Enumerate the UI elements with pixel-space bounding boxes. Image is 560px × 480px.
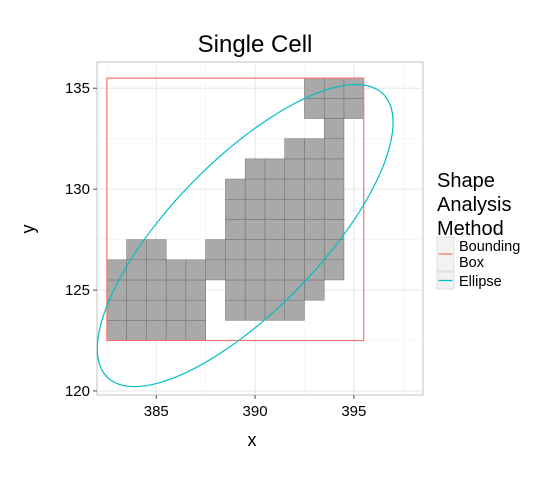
cell-pixel [126,239,147,261]
legend-title-line: Analysis [437,194,511,216]
cell-pixel [106,299,127,321]
cell-pixel [146,279,167,301]
shape-outlines [96,77,394,388]
cell-pixel [106,320,127,341]
cell-pixel [244,239,266,261]
cell-pixel [244,259,266,281]
y-tick-label: 120 [65,383,90,400]
x-tick-label: 395 [341,403,366,420]
cell-pixel [126,299,147,321]
cell-pixel [284,219,305,240]
cell-pixel [244,299,266,321]
cell-pixel [185,320,206,341]
cell-pixel [284,299,305,321]
cell-pixel [304,98,325,119]
cell-pixel [343,77,364,99]
cell-pixel [323,198,345,220]
x-tick-label: 385 [144,403,169,420]
cell-pixel [323,98,345,119]
cell-pixel [323,138,345,160]
cell-pixel [343,98,364,119]
chart-title: Single Cell [198,31,313,58]
cell-pixel [165,299,187,321]
y-tick-label: 130 [65,181,90,198]
cell-pixel [225,259,246,281]
cell-pixel [304,138,325,160]
cell-pixel [126,259,147,281]
cell-pixel [284,138,305,160]
cell-pixel [225,239,246,261]
cell-pixel [185,279,206,301]
bounding-box-outline [106,77,365,342]
cell-pixel [323,178,345,200]
cell-pixel [165,320,187,341]
cell-pixel [146,320,167,341]
cell-pixel [126,320,147,341]
cell-pixel [284,239,305,261]
cell-pixel [284,279,305,301]
cell-pixel [225,178,246,200]
cell-pixel [165,259,187,281]
cell-pixel [304,77,325,99]
x-axis: 385 390 395 [144,395,366,420]
cell-pixel [146,239,167,261]
cell-pixel [225,299,246,321]
cell-pixel [304,219,325,240]
cell-pixel [244,178,266,200]
cell-pixel [264,198,285,220]
cell-pixel [323,158,345,180]
cell-pixel [264,158,285,180]
cell-pixel [244,198,266,220]
legend-entry-label: Ellipse [459,274,502,290]
legend-title-line: Method [437,218,504,240]
cell-pixel [323,259,345,281]
cell-pixel [304,198,325,220]
y-tick-label: 125 [65,282,90,299]
cell-pixel [205,239,226,261]
cell-pixel [205,259,226,281]
cell-pixel [244,158,266,180]
cell-pixel [126,279,147,301]
cell-pixels [106,77,364,341]
cell-pixel [146,299,167,321]
cell-pixel [225,279,246,301]
cell-pixel [284,259,305,281]
cell-pixel [185,259,206,281]
x-tick-label: 390 [243,403,268,420]
cell-pixel [323,118,345,139]
plot-panel [96,61,424,396]
cell-pixel [106,259,127,281]
cell-pixel [244,279,266,301]
cell-pixel [284,178,305,200]
cell-pixel [284,158,305,180]
legend-title-line: Shape [437,170,495,192]
cell-pixel [264,219,285,240]
legend-entry-label: Bounding [459,239,520,255]
cell-pixel [146,259,167,281]
y-tick-label: 135 [65,80,90,97]
cell-pixel [323,219,345,240]
cell-pixel [323,77,345,99]
y-axis-label: y [18,225,38,234]
legend-entry-label: Box [459,255,485,271]
cell-pixel [165,279,187,301]
y-axis: 120 125 130 135 [65,80,97,400]
cell-pixel [284,198,305,220]
cell-pixel [304,279,325,301]
cell-pixel [304,178,325,200]
cell-pixel [264,239,285,261]
cell-pixel [225,198,246,220]
cell-pixel [304,158,325,180]
cell-pixel [264,279,285,301]
cell-pixel [304,239,325,261]
cell-pixel [264,259,285,281]
x-axis-label: x [248,430,257,450]
cell-pixel [244,219,266,240]
cell-pixel [225,219,246,240]
cell-pixel [264,178,285,200]
ellipse-outline [96,83,394,388]
cell-pixel [185,299,206,321]
